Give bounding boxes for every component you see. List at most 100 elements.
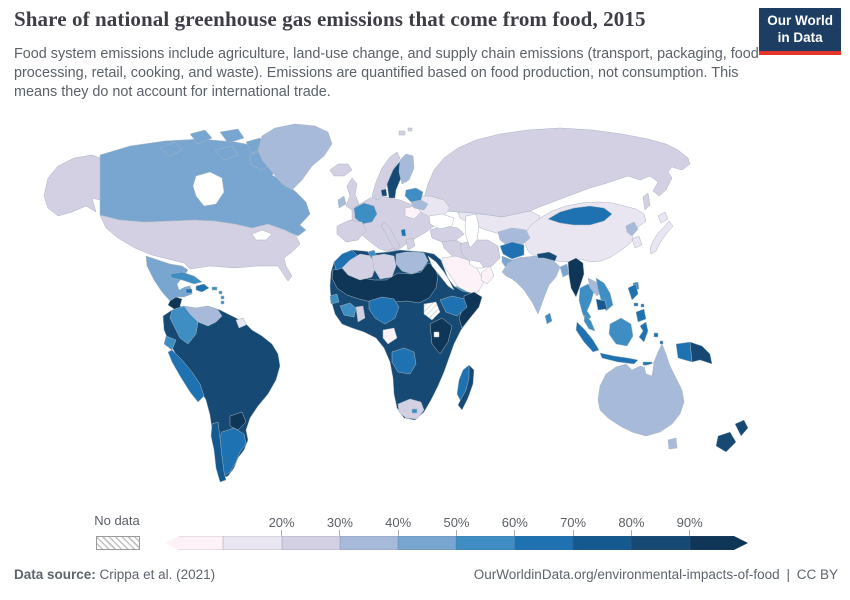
legend-no-data-swatch[interactable] [96,536,140,550]
owid-logo-line2: in Data [777,29,823,45]
country-south-africa[interactable] [397,398,425,420]
country-svalbard[interactable] [398,127,413,136]
footer-license[interactable]: CC BY [796,567,838,582]
black-sea-water [428,213,455,230]
legend-no-data-label: No data [94,513,140,528]
region-new-guinea-west[interactable] [675,341,693,363]
country-liberia[interactable] [355,305,366,323]
region-madagascar-east[interactable] [457,364,475,411]
owid-logo[interactable]: Our World in Data [759,8,841,55]
country-cuba[interactable] [169,271,203,285]
gulf-of-carpentaria-water [643,362,655,377]
legend-bin-10-20%[interactable]: 20% [223,515,295,550]
country-turkey[interactable] [429,225,465,243]
country-denmark[interactable] [380,188,388,197]
country-usa[interactable] [99,214,301,282]
country-afghanistan[interactable] [499,241,525,260]
country-lesotho[interactable] [411,408,418,414]
legend-tick-mark [339,530,341,536]
legend-bin-40-50%[interactable]: 50% [398,515,470,550]
country-greenland[interactable] [257,123,333,191]
country-jamaica[interactable] [185,288,193,294]
country-puerto-rico[interactable] [211,286,218,291]
country-libya[interactable] [371,253,397,280]
legend-bin-20-30%[interactable]: 30% [281,515,353,550]
legend-bin-50-60%[interactable]: 60% [456,515,528,550]
country-gabon[interactable] [382,327,398,345]
country-norway[interactable] [371,151,401,201]
country-guinea[interactable] [339,302,357,318]
country-mongolia[interactable] [547,205,613,226]
persian-gulf-water [468,259,485,269]
country-philippines[interactable] [627,283,647,323]
country-new-zealand[interactable] [715,419,749,453]
legend-bin-30-40%[interactable]: 40% [339,515,411,550]
legend-bin-90-100%[interactable] [690,536,748,550]
country-ireland[interactable] [337,195,347,209]
region-arctic-islands[interactable] [159,128,275,171]
country-sri-lanka[interactable] [544,312,553,325]
country-france[interactable] [353,202,378,225]
country-japan[interactable] [649,211,674,255]
region-nigeria-ghana[interactable] [368,296,400,325]
island-borneo[interactable] [608,317,634,347]
country-sakhalin[interactable] [642,192,651,211]
chart-title: Share of national greenhouse gas emissio… [14,7,646,31]
region-iberia[interactable] [336,219,367,243]
legend-tick-label: 60% [501,515,528,530]
region-french-guiana[interactable] [235,317,247,329]
region-sahel[interactable] [331,262,439,304]
legend-bin-0-10%[interactable]: 10% [165,536,224,550]
island-hispaniola[interactable] [195,283,210,293]
region-malay-peninsula[interactable] [583,314,596,332]
legend-bin-60-70%[interactable]: 70% [514,515,586,550]
country-vietnam[interactable] [595,277,614,312]
country-chile[interactable] [210,421,227,483]
legend-tick-mark [572,530,574,536]
country-egypt[interactable] [395,251,429,275]
legend-tick-label: 90% [676,515,703,530]
country-paraguay[interactable] [229,411,247,431]
region-lesser-antilles[interactable] [218,290,225,305]
region-alaska[interactable] [43,154,101,217]
region-central-asia[interactable] [497,227,531,247]
owid-logo-line1: Our World [767,13,833,28]
legend-bin-70-80%[interactable]: 80% [573,515,644,550]
island-java[interactable] [599,352,639,365]
island-sumatra[interactable] [575,321,600,353]
island-tasmania[interactable] [667,437,678,450]
hudson-bay-water [192,171,225,207]
country-senegal[interactable] [329,293,340,305]
legend-tick-label: 70% [560,515,587,530]
country-mexico[interactable] [145,255,193,302]
country-india[interactable] [501,255,561,315]
country-belarus[interactable] [410,199,429,211]
country-colombia[interactable] [169,305,199,345]
country-ethiopia[interactable] [439,295,468,317]
region-kenya-tanzania[interactable] [429,317,453,355]
legend-bin-80-90%[interactable]: 90% [631,515,703,550]
country-angola[interactable] [391,347,417,375]
country-south-korea[interactable] [631,235,643,249]
footer-url-link[interactable]: OurWorldinData.org/environmental-impacts… [473,567,780,582]
country-albania[interactable] [400,228,407,237]
country-iceland[interactable] [329,163,353,177]
country-finland[interactable] [398,153,415,185]
island-maluku[interactable] [653,332,664,345]
country-north-korea[interactable] [625,221,639,237]
country-papua-new-guinea[interactable] [689,341,713,365]
lake-victoria-water [433,331,440,338]
island-sulawesi[interactable] [638,321,649,343]
country-cambodia[interactable] [595,298,608,311]
country-nepal[interactable] [536,251,558,262]
country-myanmar[interactable] [567,257,585,298]
country-united-kingdom[interactable] [345,177,360,211]
country-peru[interactable] [167,349,205,403]
region-south-america-base[interactable] [162,305,281,479]
country-australia[interactable] [597,343,685,437]
country-oman[interactable] [480,265,495,285]
country-south-sudan[interactable] [423,301,441,321]
country-greece[interactable] [405,237,416,251]
country-bangladesh[interactable] [559,263,570,278]
